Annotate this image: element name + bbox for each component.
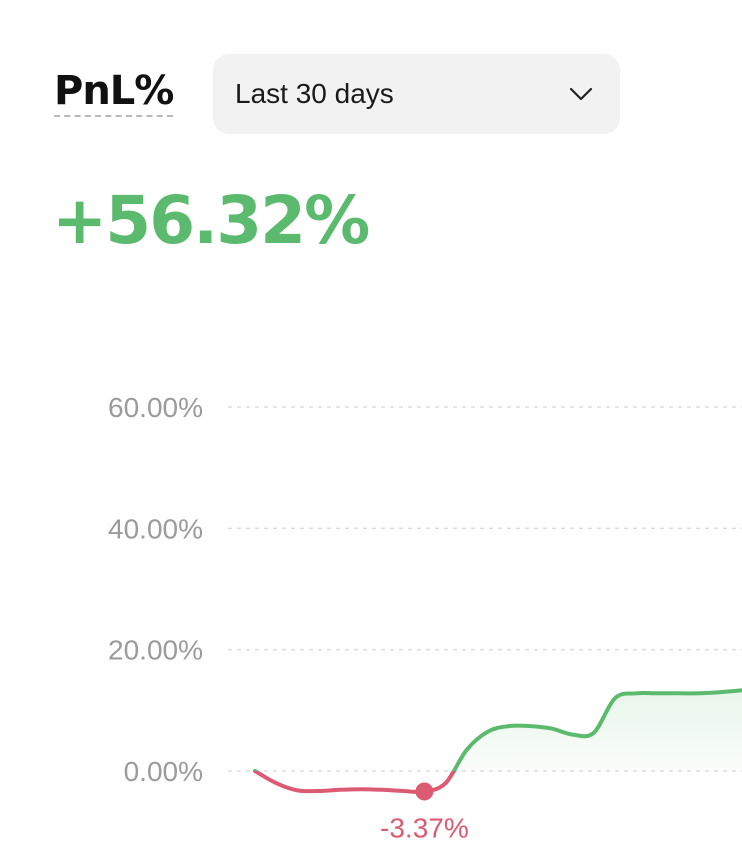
date-range-select[interactable]: Last 30 days (213, 54, 620, 134)
y-tick-label: 40.00% (108, 513, 203, 544)
min-point-marker (415, 782, 434, 801)
min-point-label: -3.37% (380, 812, 469, 843)
date-range-value: Last 30 days (235, 78, 394, 109)
series-line-negative (253, 771, 457, 794)
metric-title[interactable]: PnL% (54, 71, 174, 117)
series-line-positive (253, 688, 742, 771)
positive-area-fill (255, 690, 742, 771)
y-tick-label: 60.00% (108, 392, 203, 423)
chevron-down-icon (568, 81, 594, 107)
y-tick-label: 20.00% (108, 635, 203, 666)
chart-header: PnL% Last 30 days (54, 54, 620, 134)
pnl-percent-value: +56.32% (52, 182, 370, 259)
y-tick-label: 0.00% (124, 756, 203, 787)
